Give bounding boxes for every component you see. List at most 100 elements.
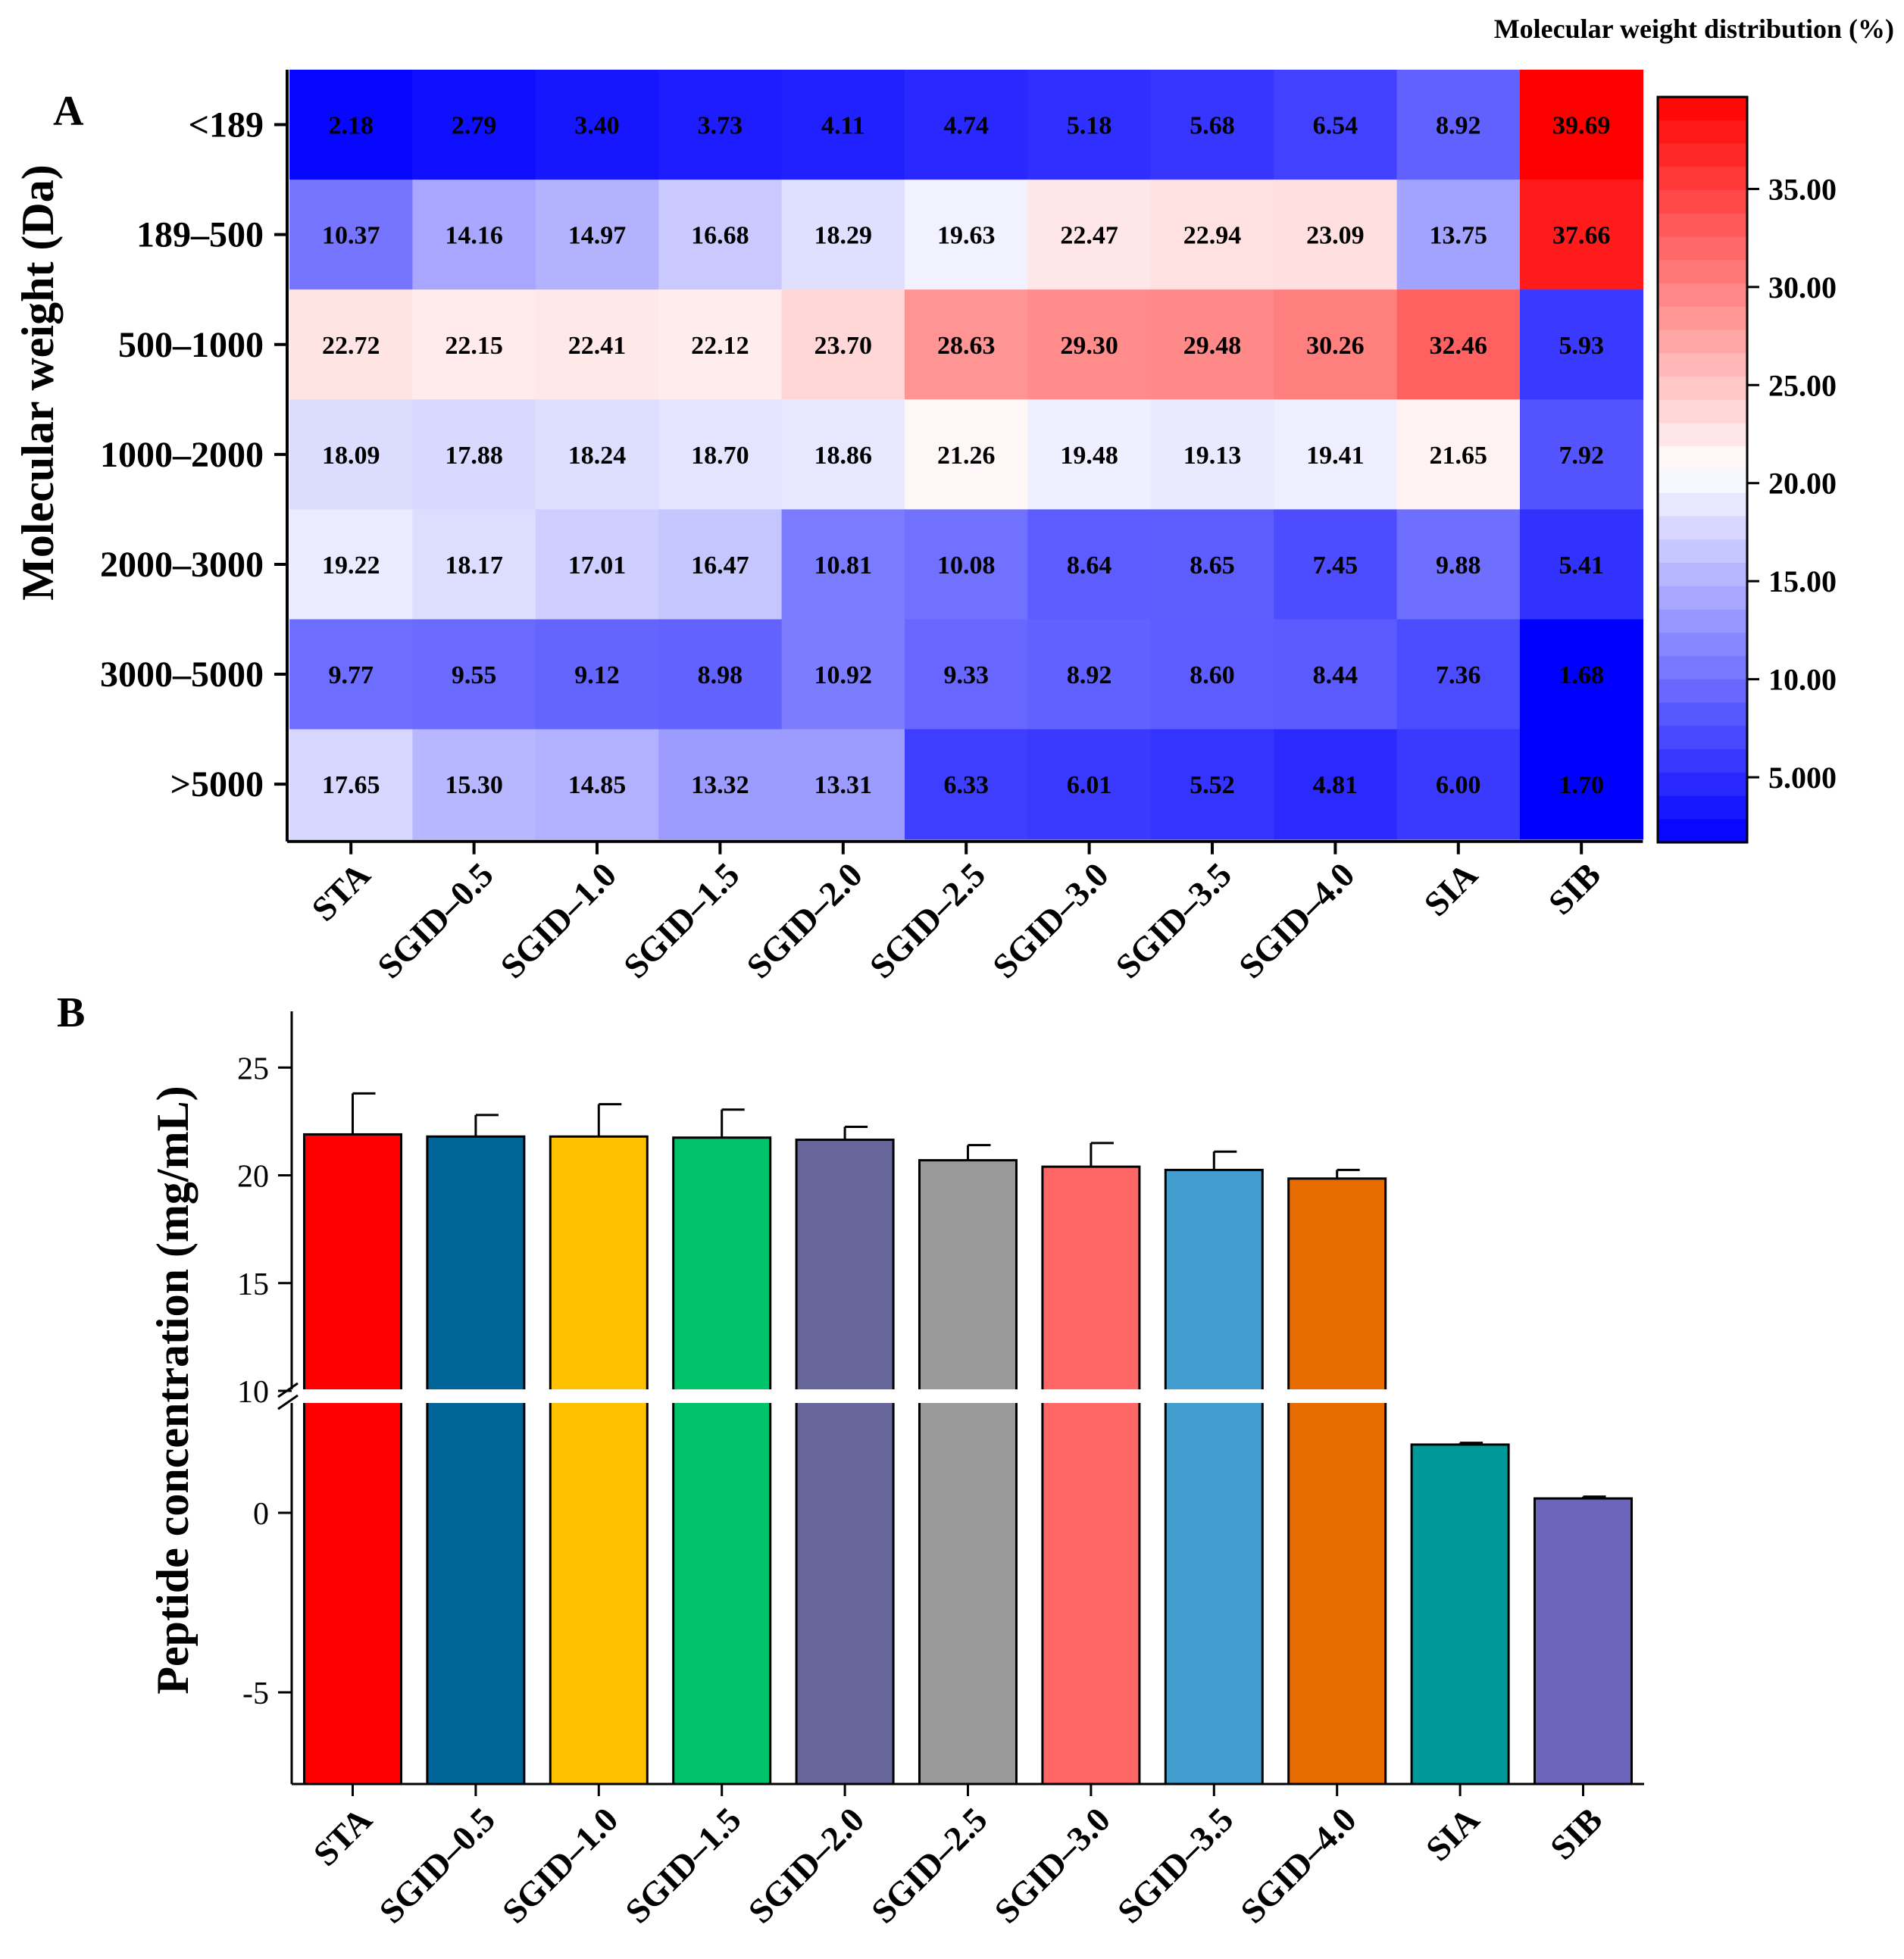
colorbar-step [1658, 283, 1747, 308]
bar [549, 1135, 649, 1786]
axis-break-band [269, 1389, 1644, 1403]
colorbar-tick-label: 15.00 [1768, 564, 1837, 598]
heatmap-cell [1150, 289, 1274, 400]
heatmap-cell [781, 70, 905, 180]
colorbar-step [1658, 470, 1747, 494]
heatmap-cell-value: 13.31 [814, 771, 873, 799]
colorbar-step [1658, 190, 1747, 214]
heatmap-cell [1274, 399, 1398, 510]
heatmap-cell [1027, 399, 1152, 510]
heatmap-cell-value: 6.33 [943, 771, 989, 799]
panel-a-label: A [53, 88, 84, 135]
heatmap-cell-value: 30.26 [1306, 332, 1365, 360]
heatmap-cell [658, 180, 783, 290]
heatmap-cell [658, 619, 783, 730]
heatmap-cell-value: 8.92 [1436, 112, 1481, 140]
heatmap-cell [289, 399, 413, 510]
colorbar-step [1658, 679, 1747, 704]
heatmap-cell-value: 9.55 [452, 661, 497, 689]
heatmap-column-labels: STASGID–0.5SGID–1.0SGID–1.5SGID–2.0SGID–… [304, 855, 1608, 986]
colorbar-tick-label: 30.00 [1768, 270, 1837, 305]
heatmap-cell-value: 28.63 [937, 332, 996, 360]
heatmap-cell [412, 70, 536, 180]
bar [303, 1133, 402, 1786]
heatmap-cell [781, 729, 905, 840]
heatmap-cell-value: 14.85 [568, 771, 627, 799]
heatmap-cell [535, 729, 659, 840]
heatmap-cell [905, 399, 1028, 510]
heatmap-cell-value: 32.46 [1430, 332, 1488, 360]
heatmap-row-label: <189 [189, 105, 264, 145]
heatmap-cell [905, 729, 1028, 840]
heatmap-row-label: 500–1000 [118, 325, 264, 365]
bar-chart-panel: B Peptide concentration (mg/mL) -5 0 10 15 2… [57, 989, 1644, 1931]
heatmap-cell-value: 6.54 [1313, 112, 1358, 140]
heatmap-cell [658, 729, 783, 840]
heatmap-column-label: SGID–2.0 [739, 855, 870, 986]
heatmap-column-label: SGID–3.0 [985, 855, 1116, 986]
heatmap-cell-value: 10.37 [322, 222, 380, 250]
colorbar-step [1658, 563, 1747, 587]
heatmap-cell [1520, 509, 1643, 620]
heatmap-cell [905, 509, 1028, 620]
heatmap-column-label: SGID–0.5 [370, 855, 501, 986]
bar-category-label: STA [306, 1800, 380, 1873]
heatmap-cell-value: 17.88 [445, 442, 503, 470]
heatmap-cell [905, 180, 1028, 290]
heatmap-cell-value: 8.92 [1067, 661, 1112, 689]
heatmap-cell-value: 17.01 [568, 551, 627, 580]
heatmap-cell-value: 19.22 [322, 551, 380, 580]
heatmap-cell [1274, 180, 1398, 290]
heatmap-cell [1520, 729, 1643, 840]
axis-break-mark [277, 1394, 299, 1411]
heatmap-cell-value: 37.66 [1552, 222, 1611, 250]
colorbar-step [1658, 330, 1747, 354]
bar-y-tick-label: -5 [242, 1676, 269, 1711]
heatmap-cell [1396, 619, 1521, 730]
heatmap-cell [412, 399, 536, 510]
bar [1041, 1165, 1141, 1786]
bar-category-label: SGID–1.0 [495, 1800, 626, 1931]
colorbar-step [1658, 586, 1747, 611]
heatmap-cell [1027, 619, 1152, 730]
bar-y-tick-label: 25 [237, 1051, 269, 1086]
heatmap-cell-value: 22.94 [1183, 222, 1242, 250]
heatmap-cell [1027, 729, 1152, 840]
heatmap-cell [1150, 729, 1274, 840]
bar-y-tick-label: 15 [237, 1267, 269, 1302]
bar [1164, 1168, 1264, 1786]
heatmap-panel: A Molecular weight distribution (%) Mole… [13, 14, 1894, 986]
heatmap-cell [535, 180, 659, 290]
heatmap-cell-value: 9.33 [943, 661, 989, 689]
colorbar-step [1658, 143, 1747, 167]
heatmap-cell [1520, 399, 1643, 510]
heatmap-cell [1274, 729, 1398, 840]
heatmap-cell [1274, 289, 1398, 400]
heatmap-cell-value: 39.69 [1552, 112, 1611, 140]
colorbar-step [1658, 120, 1747, 145]
heatmap-cell [658, 509, 783, 620]
heatmap-cell-value: 17.65 [322, 771, 380, 799]
heatmap-cell-value: 14.16 [445, 222, 503, 250]
panel-b-label: B [57, 989, 85, 1036]
heatmap-cell-value: 10.81 [814, 551, 873, 580]
heatmap-cell [535, 70, 659, 180]
heatmap-cell-value: 22.72 [322, 332, 380, 360]
heatmap-cell-value: 14.97 [568, 222, 627, 250]
heatmap-cell [412, 619, 536, 730]
heatmap-row-label: 1000–2000 [100, 435, 264, 475]
colorbar-step [1658, 819, 1747, 843]
heatmap-cell-value: 18.17 [445, 551, 503, 580]
heatmap-cell-value: 19.41 [1306, 442, 1365, 470]
heatmap-cell-value: 13.32 [691, 771, 749, 799]
heatmap-y-axis-label: Molecular weight (Da) [13, 164, 63, 600]
heatmap-cell-value: 7.36 [1436, 661, 1481, 689]
bar-y-axis-label: Peptide concentration (mg/mL) [148, 1086, 198, 1694]
heatmap-cell [412, 509, 536, 620]
heatmap-cell-value: 8.64 [1067, 551, 1112, 580]
heatmap-cell-value: 4.81 [1313, 771, 1358, 799]
colorbar-step [1658, 633, 1747, 657]
heatmap-cell-value: 18.70 [691, 442, 749, 470]
colorbar-step [1658, 399, 1747, 424]
heatmap-cell [658, 399, 783, 510]
